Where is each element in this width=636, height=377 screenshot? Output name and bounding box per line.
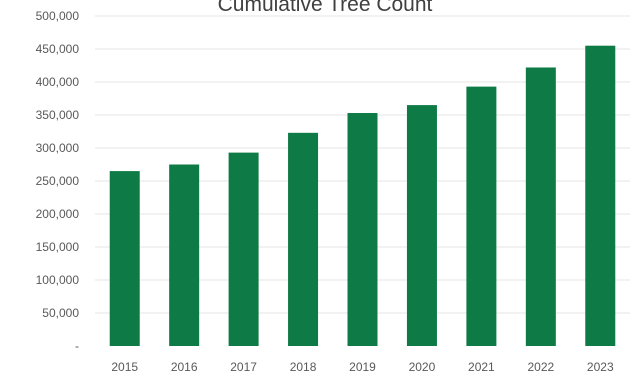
x-tick-label: 2017	[230, 360, 257, 374]
bar-2023	[585, 45, 616, 346]
y-tick-label: 400,000	[36, 75, 80, 89]
y-tick-label: -	[75, 339, 79, 353]
y-tick-label: 250,000	[36, 174, 80, 188]
x-tick-label: 2016	[171, 360, 198, 374]
x-tick-label: 2021	[468, 360, 495, 374]
x-axis-ticks: 2015 2016 2017 2018 2019 2020 2021 2022 2023	[111, 360, 614, 374]
y-tick-label: 450,000	[36, 42, 80, 56]
chart-title: Cumulative Tree Count	[218, 0, 433, 16]
x-tick-label: 2018	[290, 360, 317, 374]
y-tick-label: 100,000	[36, 273, 80, 287]
y-axis-ticks: - 50,000 100,000 150,000 200,000 250,000 300,0…	[36, 9, 80, 353]
x-tick-label: 2015	[111, 360, 138, 374]
y-tick-label: 50,000	[42, 306, 79, 320]
x-tick-label: 2020	[409, 360, 436, 374]
bar-2016	[169, 164, 200, 346]
bar-2017	[228, 152, 259, 346]
y-tick-label: 150,000	[36, 240, 80, 254]
y-tick-label: 350,000	[36, 108, 80, 122]
bar-2022	[525, 67, 556, 346]
x-tick-label: 2019	[349, 360, 376, 374]
bars	[109, 45, 616, 347]
bar-2021	[466, 86, 497, 347]
y-tick-label: 300,000	[36, 141, 80, 155]
bar-2018	[288, 132, 319, 346]
bar-2019	[347, 113, 378, 347]
y-tick-label: 500,000	[36, 9, 80, 23]
y-tick-label: 200,000	[36, 207, 80, 221]
bar-2020	[406, 105, 437, 346]
x-tick-label: 2023	[587, 360, 614, 374]
bar-2015	[109, 171, 140, 346]
x-tick-label: 2022	[527, 360, 554, 374]
